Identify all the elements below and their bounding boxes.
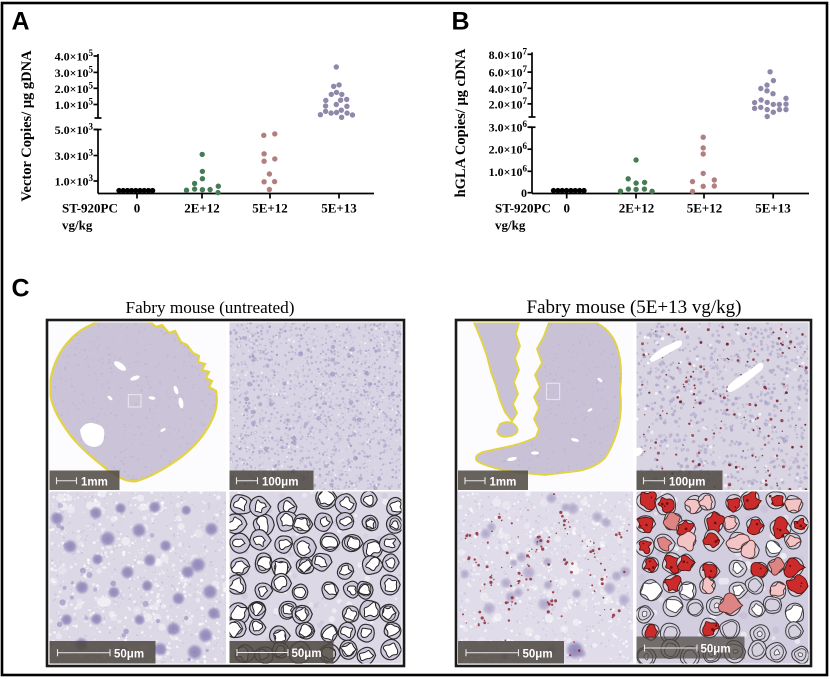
svg-text:4.0×107: 4.0×107 — [489, 80, 528, 96]
svg-text:vg/kg: vg/kg — [62, 218, 93, 233]
svg-text:hGLA Copies/ μg cDNA: hGLA Copies/ μg cDNA — [453, 48, 469, 197]
svg-text:1mm: 1mm — [490, 476, 517, 488]
svg-text:Vector Copies/ μg gDNA: Vector Copies/ μg gDNA — [19, 50, 35, 202]
svg-text:1mm: 1mm — [81, 476, 108, 488]
svg-text:0: 0 — [521, 186, 527, 200]
svg-text:2.0×107: 2.0×107 — [489, 96, 528, 112]
svg-text:1.0×105: 1.0×105 — [55, 97, 94, 113]
svg-text:5E+13: 5E+13 — [755, 201, 791, 216]
svg-text:6.0×107: 6.0×107 — [489, 64, 528, 80]
svg-text:vg/kg: vg/kg — [495, 218, 526, 233]
svg-text:3.0×106: 3.0×106 — [489, 119, 528, 135]
svg-text:0: 0 — [134, 201, 141, 216]
svg-text:50μm: 50μm — [292, 648, 322, 660]
svg-text:2.0×106: 2.0×106 — [489, 141, 528, 157]
svg-text:5E+12: 5E+12 — [252, 201, 288, 216]
svg-text:B: B — [452, 8, 470, 36]
svg-text:8.0×107: 8.0×107 — [489, 46, 528, 62]
svg-text:4.0×105: 4.0×105 — [55, 48, 94, 64]
svg-text:1.0×103: 1.0×103 — [55, 173, 94, 189]
svg-text:2E+12: 2E+12 — [184, 201, 220, 216]
svg-text:1.0×106: 1.0×106 — [489, 163, 528, 179]
svg-text:5E+13: 5E+13 — [321, 201, 357, 216]
svg-text:Fabry mouse (untreated): Fabry mouse (untreated) — [126, 298, 295, 317]
svg-text:2.0×105: 2.0×105 — [55, 80, 94, 96]
svg-text:100μm: 100μm — [262, 476, 298, 488]
svg-text:0: 0 — [563, 201, 570, 216]
svg-text:50μm: 50μm — [114, 648, 144, 660]
svg-text:2E+12: 2E+12 — [619, 201, 655, 216]
svg-text:5.0×103: 5.0×103 — [55, 122, 94, 138]
svg-text:ST-920PC: ST-920PC — [62, 201, 118, 216]
svg-text:3.0×105: 3.0×105 — [55, 64, 94, 80]
svg-text:5E+12: 5E+12 — [687, 201, 723, 216]
svg-text:3.0×103: 3.0×103 — [55, 148, 94, 164]
svg-text:C: C — [12, 275, 30, 303]
svg-text:ST-920PC: ST-920PC — [495, 201, 551, 216]
svg-text:Fabry mouse (5E+13 vg/kg): Fabry mouse (5E+13 vg/kg) — [527, 297, 742, 318]
svg-text:A: A — [12, 8, 30, 36]
